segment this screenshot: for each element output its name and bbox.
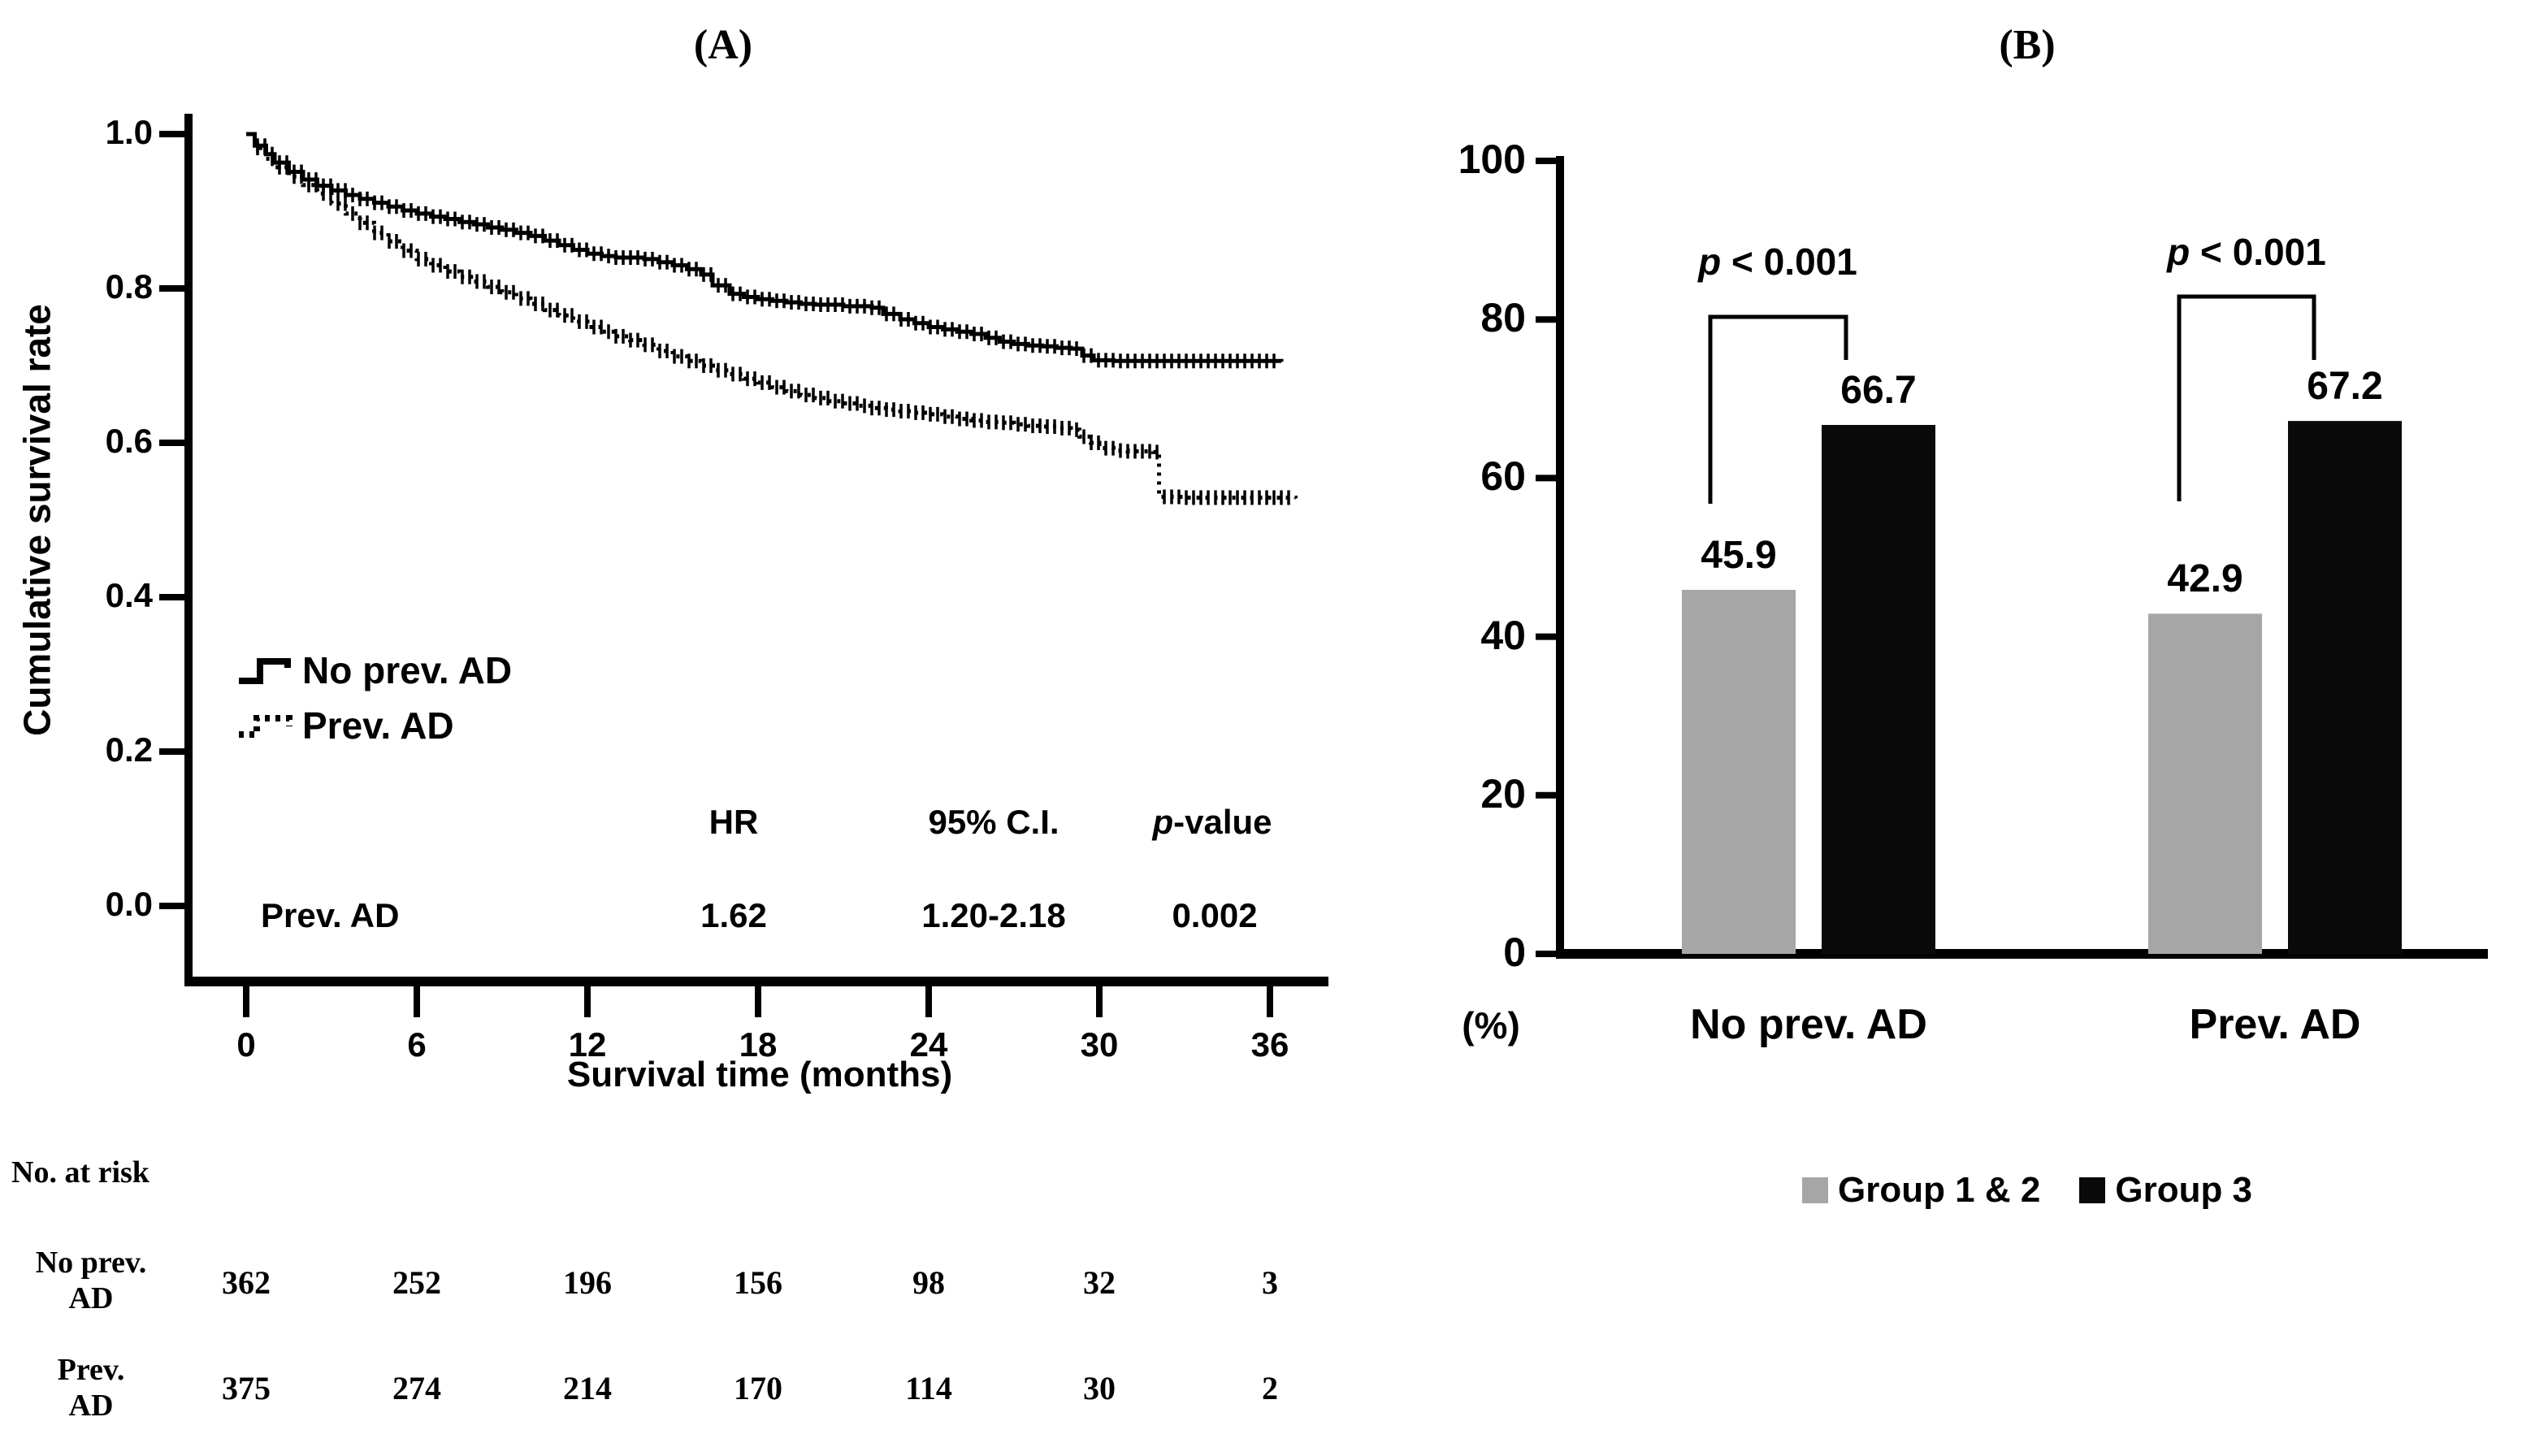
percent-unit-label: (%) (1462, 1004, 1520, 1046)
risk-count: 98 (912, 1264, 945, 1301)
x-axis-label: Survival time (months) (566, 1055, 953, 1094)
risk-count: 3 (1262, 1264, 1278, 1301)
legend-entry-no-prev-ad: No prev. AD (237, 647, 512, 694)
y-tick-label: 0.4 (105, 576, 153, 614)
bar-value-label: 45.9 (1701, 534, 1777, 578)
risk-count: 114 (905, 1370, 952, 1406)
solid-step-line-icon (239, 658, 291, 684)
legend-entry-group-3: Group 3 (2079, 1170, 2252, 1211)
dotted-step-line-icon (239, 715, 292, 738)
risk-label-line: AD (68, 1388, 114, 1423)
y-tick-label: 0.6 (105, 422, 153, 460)
stats-p-value: 0.002 (1172, 896, 1258, 934)
risk-count: 362 (222, 1264, 271, 1301)
p-value-annotation-2: p < 0.001 (2167, 231, 2326, 273)
risk-label-line: Prev. (57, 1353, 125, 1387)
risk-label-line: No prev. (35, 1246, 147, 1280)
y-tick-label: 100 (1458, 136, 1526, 182)
panel-b-title: (B) (1999, 22, 2056, 68)
x-tick-label: 12 (568, 1025, 607, 1064)
y-tick-label: 0.8 (105, 267, 153, 306)
bar-value-label: 66.7 (1840, 369, 1917, 412)
y-tick-label: 60 (1480, 453, 1526, 500)
stats-header-ci: 95% C.I. (928, 803, 1060, 841)
risk-row-label-prev-ad: Prev. AD (58, 1353, 125, 1424)
legend-entry-group-1-2: Group 1 & 2 (1801, 1170, 2041, 1211)
gray-square-swatch (1801, 1177, 1828, 1203)
y-tick-label: 0 (1503, 930, 1526, 975)
y-tick-label: 1.0 (105, 113, 153, 151)
category-label-no-prev-ad: No prev. AD (1690, 1001, 1927, 1048)
x-tick-label: 6 (407, 1025, 427, 1064)
risk-count: 375 (222, 1370, 271, 1406)
x-tick-label: 30 (1080, 1025, 1119, 1064)
risk-table-title: No. at risk (11, 1155, 150, 1190)
panel-a-title: (A) (693, 22, 753, 68)
stats-header-pvalue: p-value (1152, 803, 1272, 841)
y-tick-label: 80 (1480, 295, 1526, 341)
legend-entry-prev-ad: Prev. AD (237, 702, 512, 749)
bar-legend: Group 1 & 2 Group 3 (1560, 1170, 2494, 1211)
legend-label: Group 3 (2115, 1170, 2253, 1210)
p-value-annotation-1: p < 0.001 (1698, 240, 1857, 283)
risk-count: 170 (734, 1370, 782, 1406)
legend-label: No prev. AD (302, 649, 513, 691)
x-tick-label: 0 (236, 1025, 256, 1064)
stats-hr-value: 1.62 (700, 896, 767, 934)
x-tick-label: 24 (909, 1025, 948, 1064)
y-tick-label: 0.0 (105, 885, 153, 923)
risk-count: 196 (563, 1264, 612, 1301)
risk-count: 252 (392, 1264, 441, 1301)
risk-count: 274 (392, 1370, 441, 1406)
x-tick-label: 18 (739, 1025, 778, 1064)
legend-label: Group 1 & 2 (1837, 1170, 2041, 1210)
stats-row-label: Prev. AD (261, 896, 400, 934)
y-tick-label: 0.2 (105, 730, 153, 769)
y-tick-label: 20 (1480, 770, 1526, 817)
bar-value-label: 67.2 (2307, 365, 2383, 409)
risk-label-line: AD (68, 1280, 114, 1315)
x-tick-label: 36 (1250, 1025, 1289, 1064)
risk-count: 2 (1262, 1370, 1278, 1406)
stats-header-hr: HR (708, 803, 759, 841)
risk-row-label-no-prev-ad: No prev. AD (36, 1246, 147, 1316)
y-tick-label: 40 (1480, 612, 1526, 658)
risk-count: 32 (1083, 1264, 1116, 1301)
stats-ci-value: 1.20-2.18 (921, 896, 1066, 934)
bar-value-label: 42.9 (2167, 557, 2243, 601)
y-axis-label: Cumulative survival rate (15, 304, 58, 736)
risk-count: 156 (734, 1264, 782, 1301)
category-label-prev-ad: Prev. AD (2189, 1001, 2361, 1048)
risk-count: 214 (563, 1370, 612, 1406)
risk-count: 30 (1083, 1370, 1116, 1406)
black-square-swatch (2079, 1177, 2106, 1203)
km-legend: No prev. AD Prev. AD (237, 647, 512, 749)
legend-label: Prev. AD (302, 704, 454, 747)
